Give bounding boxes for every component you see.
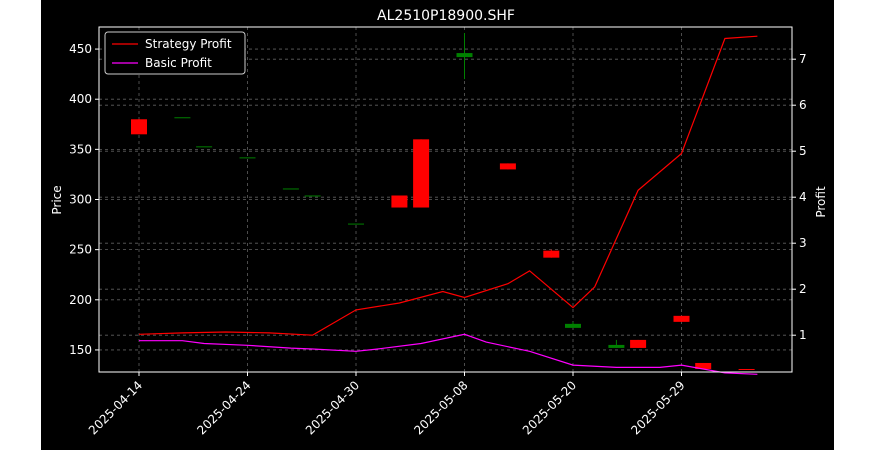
x-tick-label: 2025-04-24	[194, 378, 253, 437]
left-tick-label: 200	[69, 293, 92, 307]
right-tick-label: 7	[799, 52, 807, 66]
x-tick-label: 2025-04-14	[86, 378, 145, 437]
legend-box	[104, 31, 246, 75]
right-axis: 1 2 3 4 5 6 7	[792, 52, 807, 342]
right-tick-label: 5	[799, 144, 807, 158]
left-axis: 150 200 250 300 350 400 450	[69, 42, 99, 357]
x-tick-label: 2025-05-20	[520, 378, 579, 437]
candle-body	[196, 146, 213, 148]
candle	[413, 139, 430, 208]
right-tick-label: 3	[799, 236, 807, 250]
left-tick-label: 450	[69, 42, 92, 56]
candle	[673, 315, 690, 322]
left-tick-label: 350	[69, 142, 92, 156]
candle	[499, 163, 516, 170]
candle	[239, 157, 256, 159]
right-tick-label: 6	[799, 98, 807, 112]
left-tick-label: 400	[69, 92, 92, 106]
candle-body	[304, 195, 321, 197]
candle	[348, 223, 364, 225]
candle	[391, 195, 408, 208]
candle-body	[608, 344, 625, 348]
candle-body	[738, 368, 755, 370]
right-tick-label: 1	[799, 328, 807, 342]
left-tick-label: 150	[69, 343, 92, 357]
right-tick-label: 4	[799, 190, 807, 204]
x-axis: 2025-04-14 2025-04-24 2025-04-30 2025-05-08…	[86, 372, 688, 437]
candle-body	[695, 362, 712, 369]
x-tick-label: 2025-05-08	[411, 378, 470, 437]
candle	[630, 339, 647, 348]
candle	[131, 119, 147, 135]
legend-label-strategy-profit: Strategy Profit	[145, 37, 232, 51]
chart-title: AL2510P18900.SHF	[377, 8, 515, 24]
candle	[695, 362, 712, 369]
candle	[196, 146, 213, 148]
candle-body	[413, 139, 430, 208]
candlesticks	[131, 33, 755, 370]
candle-body	[630, 339, 647, 348]
right-axis-label: Profit	[814, 186, 828, 218]
candle	[608, 339, 625, 348]
candle-body	[348, 223, 364, 225]
series-line-strategy-profit	[138, 35, 758, 336]
left-axis-label: Price	[50, 185, 64, 214]
candle	[543, 249, 560, 258]
chart-svg: AL2510P18900.SHF 150 200 250 300 350 400 450 1…	[50, 8, 828, 437]
candle-body	[239, 157, 256, 159]
series-line-basic-profit	[139, 333, 758, 375]
legend: Strategy Profit Basic Profit	[104, 31, 246, 75]
candle-body	[543, 250, 560, 258]
x-tick-label: 2025-04-30	[303, 378, 362, 437]
candle	[738, 368, 755, 370]
candle	[174, 117, 191, 119]
candle-body	[673, 315, 690, 322]
legend-label-basic-profit: Basic Profit	[145, 56, 212, 70]
candle	[456, 33, 473, 80]
candle-body	[391, 195, 408, 208]
candle	[282, 188, 299, 190]
right-tick-label: 2	[799, 282, 807, 296]
candle-body	[131, 119, 147, 135]
candle-body	[456, 53, 473, 58]
left-tick-label: 250	[69, 243, 92, 257]
candle-body	[282, 188, 299, 190]
profit-lines	[138, 35, 758, 375]
candle-body	[499, 163, 516, 170]
candle	[565, 321, 581, 328]
left-tick-label: 300	[69, 193, 92, 207]
chart-figure: AL2510P18900.SHF 150 200 250 300 350 400 450 1…	[41, 0, 834, 450]
x-tick-label: 2025-05-29	[628, 378, 687, 437]
candle	[304, 195, 321, 197]
candle-body	[174, 117, 191, 119]
candle-body	[565, 323, 581, 328]
